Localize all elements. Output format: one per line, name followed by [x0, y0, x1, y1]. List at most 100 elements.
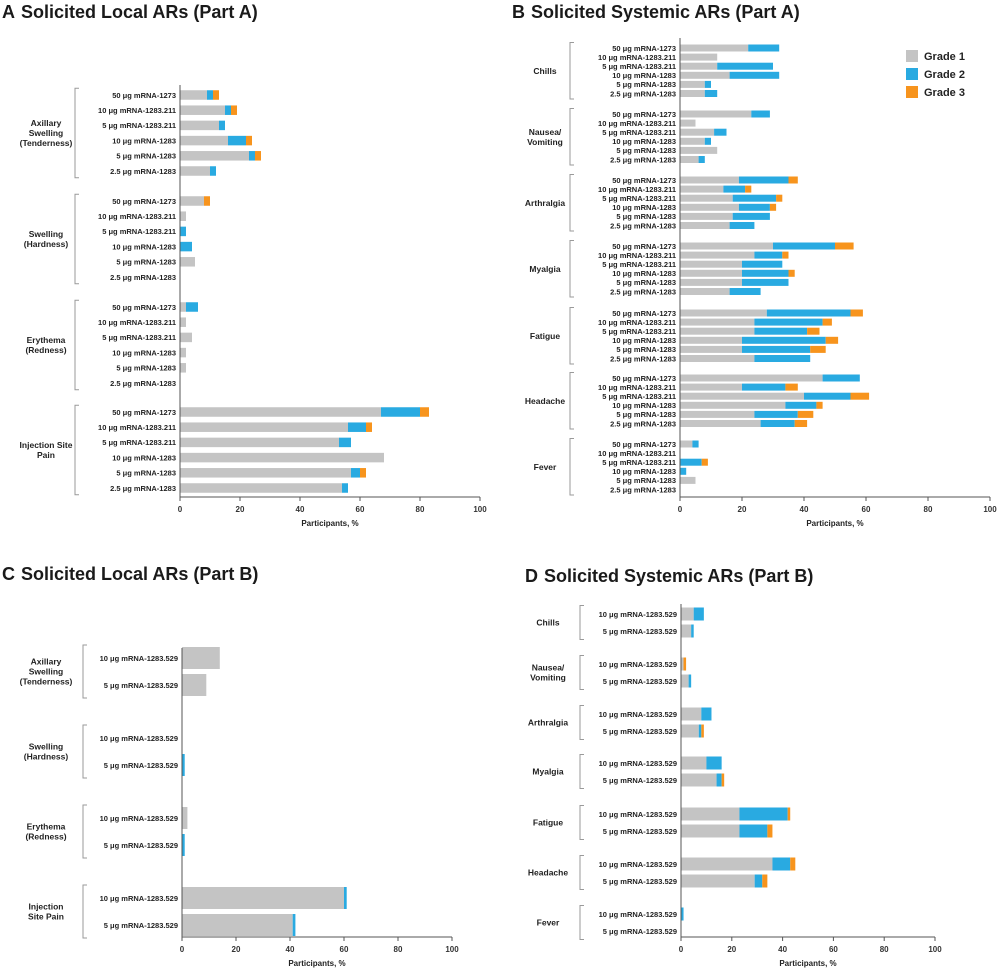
row-label: 2.5 μg mRNA-1283 [110, 167, 176, 176]
category-label-line: Swelling [29, 667, 63, 677]
row-label: 5 μg mRNA-1283 [616, 146, 676, 155]
panel-letter: B [512, 2, 525, 22]
bar-segment-grade-3 [745, 185, 752, 193]
category-label-line: Headache [528, 868, 568, 878]
category-label: Injection Site Pain [28, 902, 64, 922]
row-label: 5 μg mRNA-1283 [616, 476, 676, 485]
row-label: 10 μg mRNA-1283.529 [599, 910, 677, 919]
bar-segment-grade-1 [681, 674, 689, 688]
bar-segment-grade-3 [822, 318, 832, 326]
bar-segment-grade-2 [739, 824, 768, 838]
category-label-line: Erythema [27, 335, 66, 345]
bar-segment-grade-2 [748, 44, 780, 52]
bar-segment-grade-1 [680, 327, 755, 335]
bar-segment-grade-1 [680, 251, 755, 259]
bar-segment-grade-3 [776, 194, 783, 202]
bar-segment-grade-2 [692, 440, 699, 448]
bar-segment-grade-3 [721, 773, 725, 787]
row-label: 5 μg mRNA-1283.529 [603, 677, 677, 686]
legend-label: Grade 2 [924, 69, 965, 81]
row-label: 50 μg mRNA-1273 [112, 303, 176, 312]
bar-segment-grade-1 [680, 44, 749, 52]
row-label: 10 μg mRNA-1283.211 [598, 185, 676, 194]
bar-segment-grade-2 [680, 458, 702, 466]
bar-segment-grade-2 [680, 467, 687, 475]
bar-segment-grade-2 [760, 420, 795, 427]
group-bracket [579, 905, 584, 940]
bar-segment-grade-1 [680, 194, 733, 202]
bar-segment-grade-2 [804, 392, 851, 400]
bar-segment-grade-1 [681, 824, 740, 838]
bar-segment-grade-1 [182, 807, 188, 829]
category-label: Nausea/Vomiting [527, 127, 563, 147]
x-tick-label: 100 [928, 945, 942, 954]
bar-segment-grade-1 [680, 440, 693, 448]
category-label-line: Nausea/ [532, 663, 565, 673]
legend-swatch-grade-3 [906, 86, 918, 98]
category-label-line: Chills [536, 618, 559, 628]
bar-segment-grade-1 [680, 90, 705, 97]
bar-segment-grade-2 [822, 374, 860, 382]
row-label: 10 μg mRNA-1283 [612, 269, 676, 278]
row-label: 10 μg mRNA-1283.529 [100, 814, 178, 823]
row-label: 10 μg mRNA-1283 [612, 467, 676, 476]
legend-swatch-grade-1 [906, 50, 918, 62]
category-label-line: (Redness) [25, 832, 66, 842]
x-tick-label: 60 [862, 505, 871, 514]
bar-segment-grade-1 [680, 476, 696, 484]
row-label: 2.5 μg mRNA-1283 [610, 89, 676, 98]
group-bracket [569, 240, 574, 298]
category-label-line: Chills [533, 66, 556, 76]
bar-segment-grade-1 [180, 105, 225, 115]
bar-segment-grade-1 [681, 607, 694, 621]
bar-segment-grade-3 [366, 422, 372, 432]
bar-segment-grade-2 [698, 156, 705, 163]
row-label: 5 μg mRNA-1283.211 [602, 62, 676, 71]
row-label: 10 μg mRNA-1283 [612, 336, 676, 345]
panel-title: D Solicited Systemic ARs (Part B) [525, 566, 813, 586]
row-label: 10 μg mRNA-1283 [112, 242, 176, 251]
bar-segment-grade-1 [180, 257, 195, 267]
x-axis-label: Participants, % [288, 959, 345, 968]
x-tick-label: 100 [473, 505, 487, 514]
x-tick-label: 40 [286, 945, 295, 954]
x-tick-label: 100 [983, 505, 997, 514]
bar-segment-grade-1 [680, 260, 742, 268]
bar-segment-grade-1 [680, 278, 742, 286]
row-label: 10 μg mRNA-1283.529 [599, 660, 677, 669]
x-tick-label: 40 [800, 505, 809, 514]
category-label: Myalgia [532, 767, 563, 777]
category-label-line: Fever [537, 918, 560, 928]
bar-segment-grade-3 [701, 724, 704, 738]
row-label: 5 μg mRNA-1283.211 [102, 227, 176, 236]
category-label-line: Axillary [31, 118, 62, 128]
category-label-line: Myalgia [532, 767, 563, 777]
bar-segment-grade-1 [180, 452, 384, 463]
bar-segment-grade-3 [835, 242, 854, 250]
row-label: 10 μg mRNA-1283.211 [98, 423, 176, 432]
bar-segment-grade-3 [785, 383, 798, 391]
row-label: 5 μg mRNA-1283 [116, 364, 176, 373]
x-tick-label: 80 [880, 945, 889, 954]
row-label: 2.5 μg mRNA-1283 [610, 419, 676, 428]
category-label-line: Vomiting [527, 137, 563, 147]
bar-segment-grade-3 [420, 407, 429, 417]
bar-segment-grade-2 [742, 336, 826, 344]
bar-segment-grade-2 [348, 422, 366, 432]
panel-letter: A [2, 2, 15, 22]
category-label-line: Arthralgia [528, 718, 568, 728]
bar-segment-grade-2 [732, 194, 777, 202]
category-label: Axillary Swelling (Tenderness) [20, 118, 73, 148]
panel-D: D Solicited Systemic ARs (Part B) Chills 10… [525, 566, 942, 968]
bar-segment-grade-3 [790, 857, 796, 871]
bar-segment-grade-1 [180, 317, 186, 327]
bar-segment-grade-2 [225, 105, 231, 115]
bar-segment-grade-1 [680, 53, 718, 61]
row-label: 2.5 μg mRNA-1283 [110, 379, 176, 388]
row-label: 50 μg mRNA-1273 [612, 440, 676, 449]
bar-segment-grade-2 [292, 914, 296, 936]
group-bracket [82, 724, 87, 779]
bar-segment-grade-3 [810, 345, 826, 353]
bar-segment-grade-1 [182, 674, 207, 696]
